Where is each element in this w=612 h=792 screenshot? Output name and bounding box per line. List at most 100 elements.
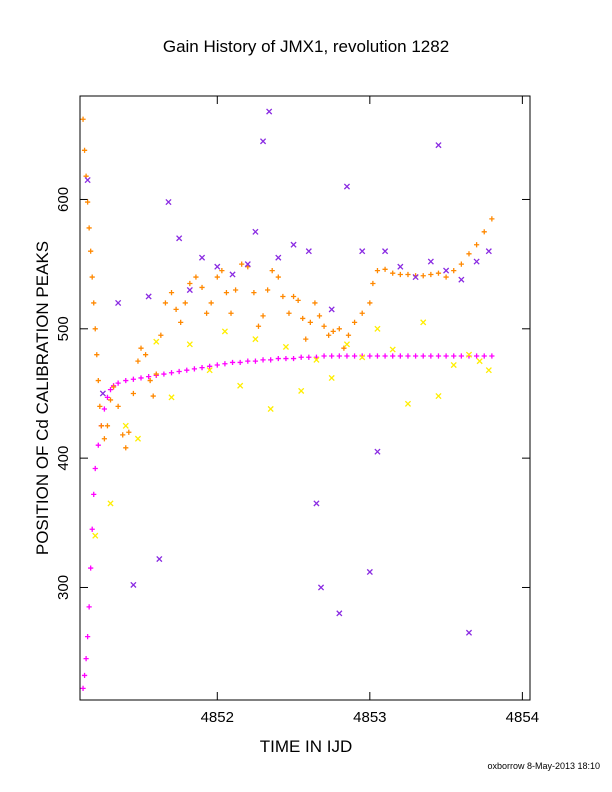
data-point: [214, 274, 220, 280]
data-point: [282, 343, 289, 350]
data-point: [359, 310, 365, 316]
data-point: [329, 353, 335, 359]
data-point: [316, 313, 323, 319]
data-point: [239, 261, 245, 267]
data-point: [321, 323, 327, 329]
data-point: [219, 268, 225, 274]
data-point: [123, 377, 129, 384]
data-point: [260, 313, 266, 319]
data-point: [260, 357, 266, 363]
data-point: [313, 356, 320, 363]
data-point: [481, 353, 487, 359]
data-point: [88, 565, 94, 571]
data-point: [374, 325, 381, 332]
data-point: [404, 400, 412, 407]
data-point: [420, 319, 427, 326]
y-axis-label: POSITION OF Cd CALIBRATION PEAKS: [33, 241, 52, 555]
data-point: [221, 328, 228, 335]
data-point: [130, 376, 136, 382]
data-point: [153, 371, 159, 377]
data-point: [397, 263, 404, 270]
data-point: [168, 394, 175, 401]
data-point: [88, 248, 94, 254]
data-point: [168, 370, 175, 376]
data-point: [295, 297, 301, 303]
data-point: [300, 315, 306, 322]
data-point: [370, 280, 376, 287]
data-point: [268, 357, 274, 363]
y-tick-label: 400: [55, 446, 72, 471]
data-point: [107, 500, 114, 507]
data-point: [252, 228, 259, 235]
data-point: [80, 116, 86, 122]
data-point: [435, 270, 442, 276]
data-point: [223, 289, 230, 296]
data-point: [359, 354, 366, 361]
data-point: [336, 326, 342, 332]
data-point: [204, 310, 210, 316]
data-point: [84, 177, 91, 184]
data-point: [251, 289, 257, 296]
data-point: [80, 685, 86, 691]
data-point: [228, 310, 234, 316]
x-axis: 4852 4853 4854: [201, 96, 539, 726]
data-point: [176, 368, 182, 375]
data-point: [206, 367, 213, 374]
data-point: [107, 397, 114, 403]
data-point: [86, 225, 92, 231]
data-point: [336, 610, 343, 617]
y-tick-label: 600: [55, 187, 72, 212]
data-point: [481, 229, 487, 235]
data-point: [150, 393, 156, 399]
data-point: [305, 248, 312, 255]
data-point: [307, 319, 313, 325]
data-point: [344, 353, 350, 359]
data-point: [476, 358, 483, 365]
x-axis-label: TIME IN IJD: [260, 737, 353, 756]
data-point: [81, 147, 88, 153]
data-point: [485, 248, 492, 255]
data-point: [267, 405, 274, 413]
data-point: [115, 380, 121, 386]
series-3: [84, 108, 492, 636]
data-point: [290, 355, 297, 362]
data-point: [123, 445, 129, 451]
x-tick-label: 4852: [201, 709, 234, 726]
data-point: [91, 491, 97, 497]
data-point: [85, 634, 91, 640]
data-point: [435, 353, 442, 359]
data-point: [122, 422, 129, 429]
data-point: [182, 300, 188, 306]
data-point: [86, 604, 92, 610]
data-point: [266, 108, 273, 115]
data-point: [83, 656, 89, 662]
data-point: [130, 390, 136, 397]
data-point: [382, 266, 388, 272]
data-point: [306, 354, 312, 360]
series-1: [80, 116, 495, 451]
data-point: [120, 432, 126, 438]
data-point: [290, 293, 297, 300]
data-point: [130, 581, 137, 588]
data-point: [95, 442, 101, 448]
data-point: [153, 338, 160, 345]
data-point: [107, 386, 114, 393]
data-point: [435, 142, 442, 149]
plot-marks: [80, 108, 495, 691]
data-point: [176, 235, 183, 242]
data-point: [178, 319, 184, 325]
data-point: [110, 384, 117, 390]
data-point: [269, 268, 275, 274]
data-point: [485, 367, 492, 374]
plot-frame: [79, 95, 531, 701]
data-point: [85, 199, 91, 205]
x-tick-label: 4854: [506, 709, 539, 726]
data-point: [489, 216, 495, 222]
data-point: [280, 293, 286, 300]
data-point: [158, 332, 164, 338]
data-point: [405, 353, 411, 359]
data-point: [91, 300, 97, 306]
data-point: [101, 436, 108, 442]
data-point: [343, 341, 351, 348]
data-point: [275, 274, 281, 280]
